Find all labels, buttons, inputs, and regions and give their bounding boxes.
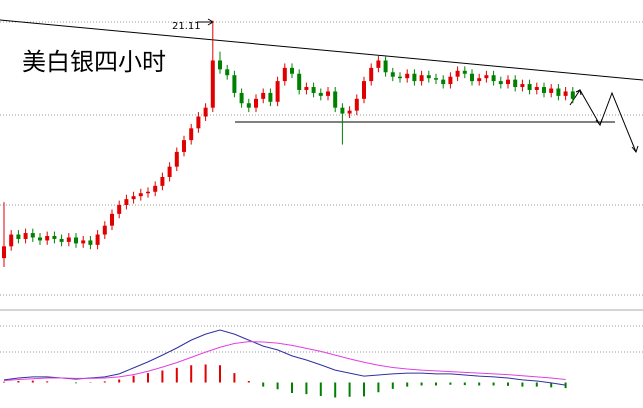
macd-line [3, 329, 566, 386]
candle-body [153, 185, 158, 192]
candle-body [477, 78, 482, 82]
candle-body [225, 69, 230, 76]
candle-body [95, 234, 100, 245]
macd-line [3, 341, 566, 382]
projection-path [569, 89, 637, 153]
candle-body [160, 177, 165, 186]
candle-body [333, 91, 338, 108]
candle-body [30, 233, 35, 238]
candle-body [527, 84, 532, 90]
candle-body [52, 236, 57, 239]
candle-body [556, 88, 561, 96]
candle-body [311, 87, 316, 93]
candle-body [246, 103, 251, 108]
candle-body [434, 78, 438, 80]
candle-body [470, 73, 474, 82]
candle-body [520, 84, 525, 88]
candle-body [455, 70, 460, 77]
candle-body [484, 75, 489, 79]
candle-body [347, 110, 352, 114]
candle-body [354, 98, 359, 111]
candle-body [124, 199, 129, 206]
candle-body [182, 140, 186, 152]
candle-body [376, 60, 381, 68]
candle-body [59, 238, 64, 242]
candle-body [239, 92, 244, 104]
candle-body [426, 75, 431, 79]
candle-body [23, 233, 28, 239]
candle-body [513, 79, 518, 88]
trend-line [0, 19, 643, 81]
candle-body [102, 225, 107, 235]
candle-body [254, 98, 258, 108]
candle-body [232, 75, 237, 93]
candle-body [146, 191, 150, 194]
candle-body [326, 91, 330, 96]
candle-body [110, 213, 114, 226]
candle-body [261, 92, 266, 99]
candle-body [304, 87, 309, 90]
chart-title: 美白银四小时 [22, 48, 166, 76]
candle-body [419, 75, 424, 82]
candle-body [563, 91, 568, 96]
candle-body [81, 240, 86, 244]
candle-body [390, 72, 395, 77]
candle-body [318, 92, 323, 96]
candle-body [45, 236, 50, 241]
candle-body [362, 81, 366, 99]
candle-body [138, 193, 143, 197]
candle-body [549, 88, 554, 93]
candle-body [448, 76, 453, 85]
candle-body [9, 234, 14, 247]
candle-body [167, 166, 172, 177]
candle-body [218, 60, 222, 70]
candle-body [268, 92, 273, 102]
candle-body [38, 237, 42, 241]
candle-body [491, 75, 496, 82]
candle-body [16, 234, 21, 239]
high-annotation: 21.11 [172, 21, 201, 32]
candle-body [66, 237, 71, 242]
candle-body [462, 70, 467, 74]
candle-body [282, 67, 287, 82]
candle-body [131, 196, 136, 200]
candle-body [189, 128, 194, 141]
candle-body [210, 60, 215, 108]
candle-body [398, 76, 402, 79]
candle-body [441, 79, 446, 85]
candle-body [174, 151, 179, 167]
candle-body [88, 240, 93, 245]
candle-body [542, 87, 546, 93]
candle-body [275, 81, 280, 102]
candle-body [383, 60, 388, 73]
candle-body [2, 246, 6, 259]
candle-body [340, 107, 345, 114]
candle-body [570, 91, 575, 99]
candle-body [498, 81, 503, 85]
candle-body [290, 67, 294, 74]
candle-body [534, 87, 539, 90]
candle-body [506, 79, 510, 85]
candle-body [297, 73, 302, 90]
projection-arrow [575, 89, 639, 154]
candle-body [405, 73, 410, 79]
candle-body [203, 107, 208, 117]
candle-body [196, 116, 201, 129]
candle-body [369, 67, 374, 82]
candle-body [412, 73, 417, 82]
candle-body [117, 205, 122, 214]
candle-body [74, 237, 78, 244]
